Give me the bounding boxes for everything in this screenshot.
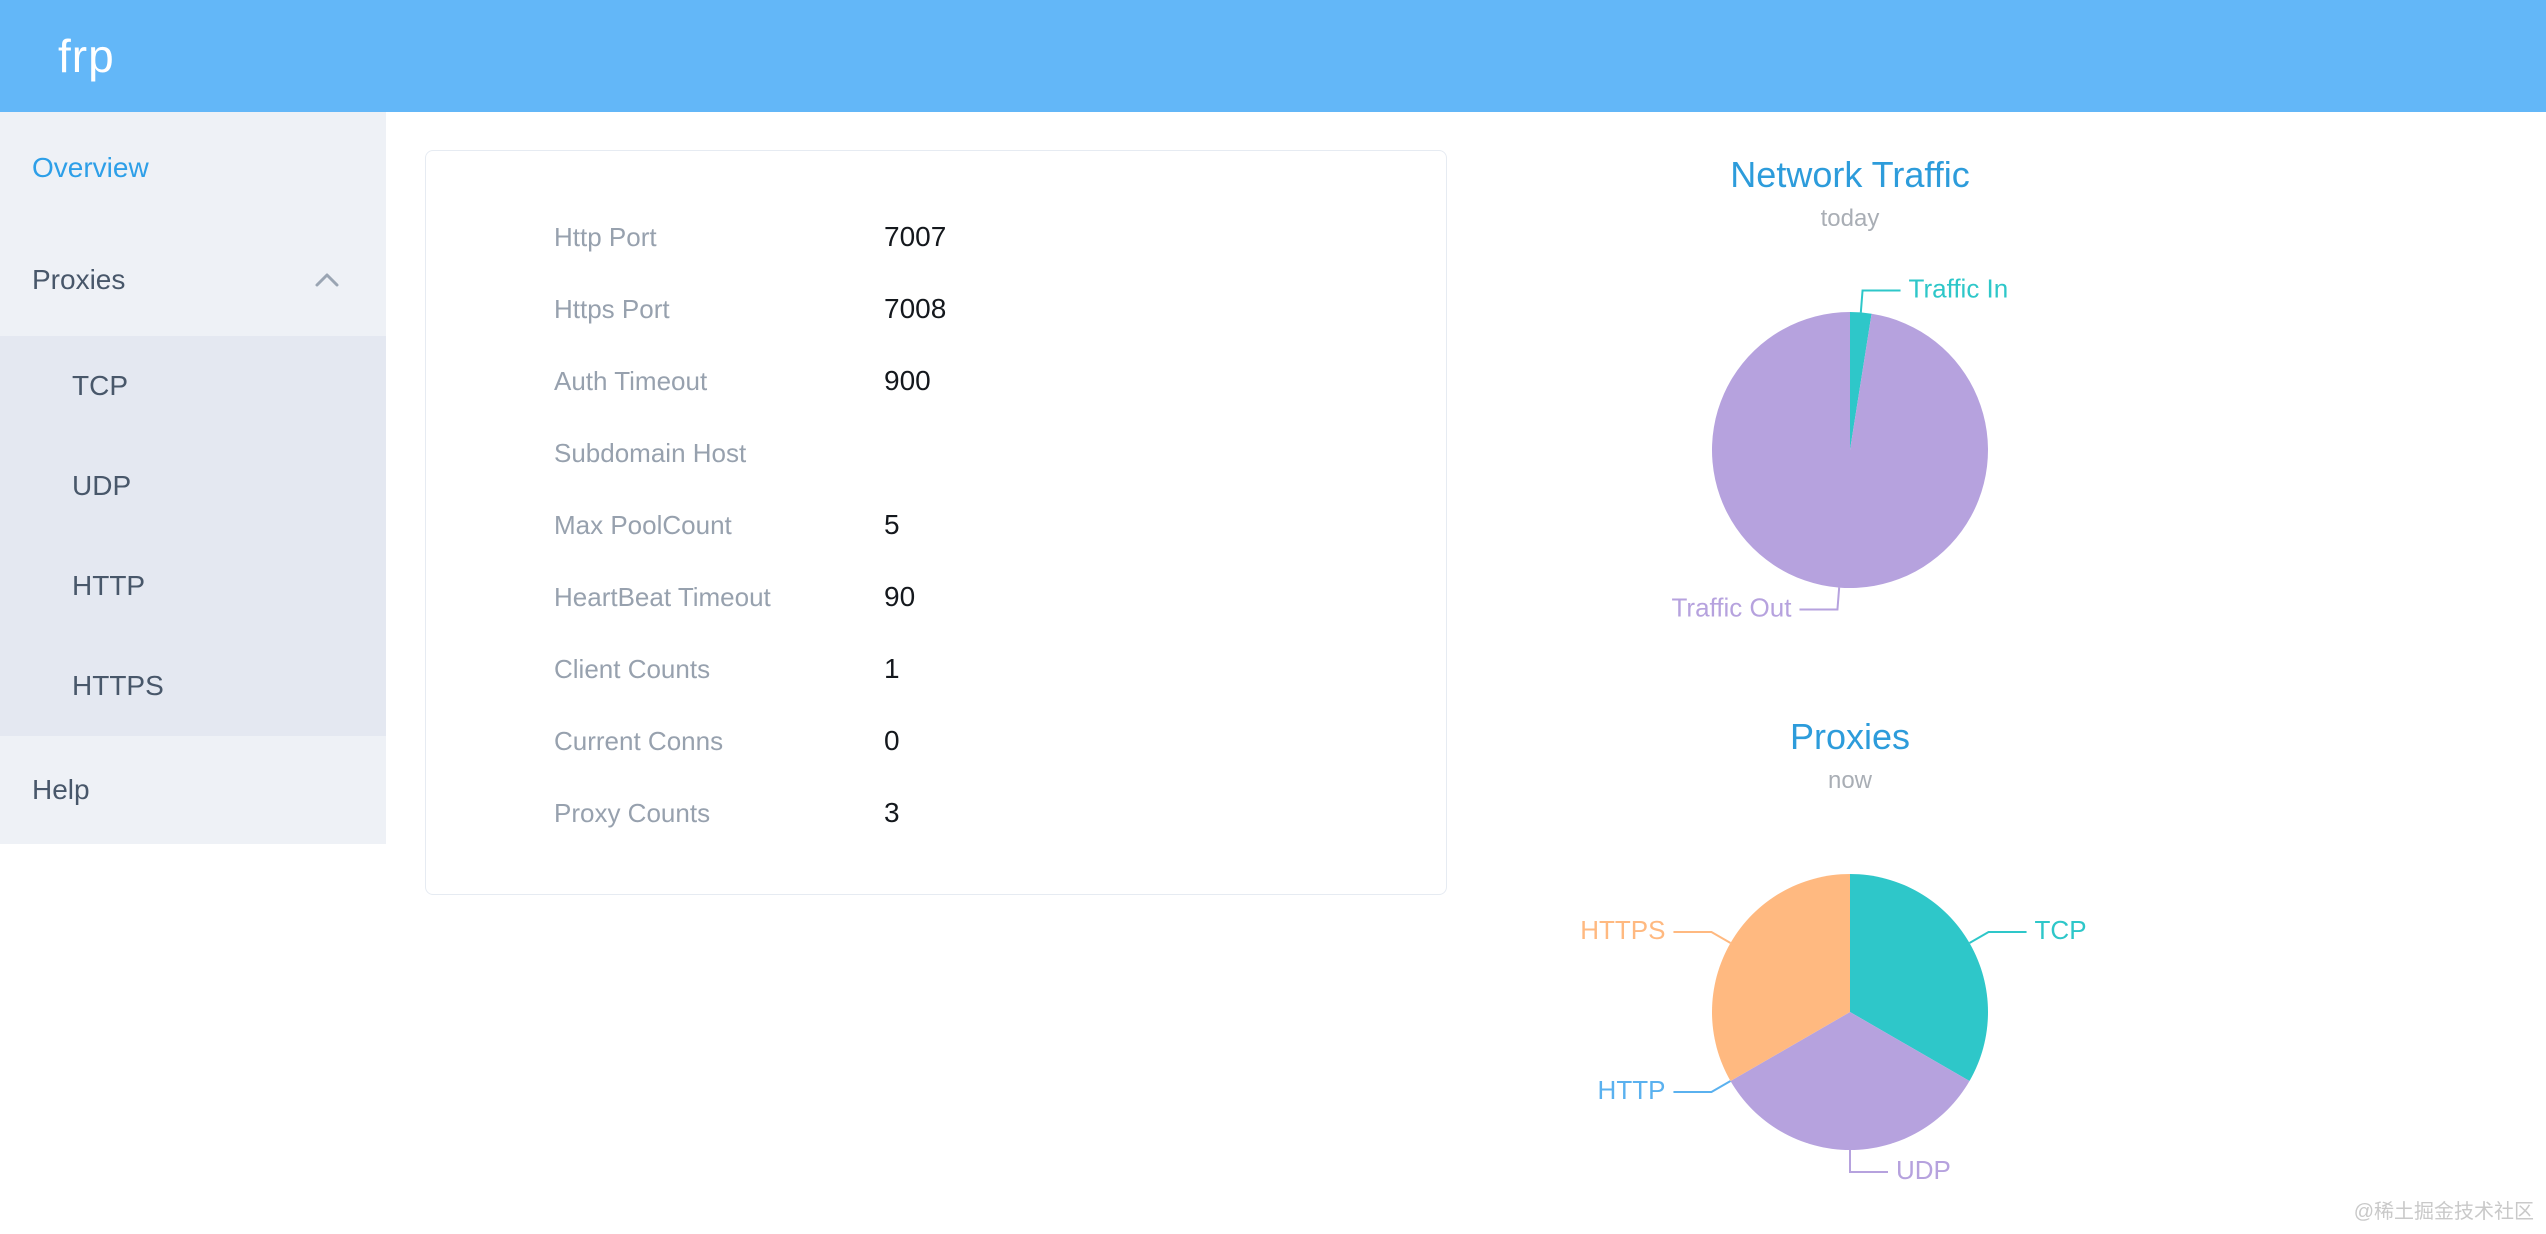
info-row: Current Conns 0 bbox=[426, 705, 1446, 777]
network-traffic-pie: Traffic In Traffic Out bbox=[1672, 273, 2009, 622]
sidebar-item-proxies[interactable]: Proxies bbox=[0, 224, 386, 336]
sidebar: Overview Proxies TCP UDP HTTP HTTPS Help bbox=[0, 112, 386, 844]
info-label: Auth Timeout bbox=[554, 365, 708, 396]
sidebar-item-label: Overview bbox=[32, 152, 149, 183]
sidebar-item-help[interactable]: Help bbox=[0, 736, 386, 844]
info-row: Proxy Counts 3 bbox=[426, 777, 1446, 849]
network-traffic-chart: Network Traffic today Traffic In Traffic … bbox=[1500, 150, 2200, 650]
sidebar-item-label: Help bbox=[32, 774, 90, 805]
proxies-submenu: TCP UDP HTTP HTTPS bbox=[0, 336, 386, 736]
sidebar-item-udp[interactable]: UDP bbox=[0, 436, 386, 536]
info-row: Auth Timeout 900 bbox=[426, 345, 1446, 417]
info-label: Subdomain Host bbox=[554, 437, 747, 468]
info-value: 0 bbox=[884, 725, 900, 756]
chart-title: Proxies bbox=[1789, 716, 1911, 757]
pie-slice-tcp[interactable] bbox=[1850, 874, 1988, 1081]
info-row: HeartBeat Timeout 90 bbox=[426, 561, 1446, 633]
pie-label: Traffic Out bbox=[1672, 592, 1793, 622]
info-value: 3 bbox=[884, 797, 900, 828]
sidebar-item-http[interactable]: HTTP bbox=[0, 536, 386, 636]
pie-slice-traffic-out[interactable] bbox=[1711, 312, 1988, 588]
info-label: Client Counts bbox=[554, 653, 711, 684]
info-value: 900 bbox=[884, 365, 931, 396]
pie-label-line bbox=[1849, 1150, 1888, 1173]
info-value: 7008 bbox=[884, 293, 947, 324]
info-row: Client Counts 1 bbox=[426, 633, 1446, 705]
info-label: Proxy Counts bbox=[554, 797, 711, 828]
sidebar-item-https[interactable]: HTTPS bbox=[0, 636, 386, 736]
watermark: @稀土掘金技术社区 bbox=[2353, 1201, 2534, 1223]
pie-slice-https[interactable] bbox=[1712, 874, 1850, 1081]
info-label: HeartBeat Timeout bbox=[554, 581, 771, 612]
info-row: Http Port 7007 bbox=[426, 201, 1446, 273]
info-row: Https Port 7008 bbox=[426, 273, 1446, 345]
proxies-chart: Proxies now TCP UDP HTTP HTTPS bbox=[1500, 712, 2200, 1212]
info-value: 5 bbox=[884, 509, 900, 540]
info-value: 1 bbox=[884, 653, 900, 684]
chart-subtitle: now bbox=[1827, 767, 1873, 794]
chart-subtitle: today bbox=[1820, 205, 1880, 232]
info-value: 90 bbox=[884, 581, 916, 612]
pie-label: UDP bbox=[1896, 1155, 1951, 1185]
server-info-card: Http Port 7007 Https Port 7008 Auth Time… bbox=[425, 150, 1447, 895]
pie-label: HTTPS bbox=[1580, 915, 1665, 945]
pie-label: HTTP bbox=[1598, 1075, 1666, 1105]
sidebar-item-label: TCP bbox=[72, 370, 128, 401]
pie-label: Traffic In bbox=[1909, 273, 2009, 303]
sidebar-item-label: UDP bbox=[72, 470, 132, 501]
chart-title: Network Traffic bbox=[1730, 154, 1970, 195]
pie-label: TCP bbox=[2035, 915, 2087, 945]
info-label: Http Port bbox=[554, 221, 657, 252]
pie-label-line bbox=[1799, 587, 1841, 611]
sidebar-item-tcp[interactable]: TCP bbox=[0, 336, 386, 436]
info-row: Subdomain Host bbox=[426, 417, 1446, 489]
pie-label-line bbox=[1673, 1080, 1731, 1093]
pie-label-line bbox=[1969, 931, 2027, 944]
sidebar-item-label: HTTP bbox=[72, 570, 146, 601]
frp-logo[interactable]: frp bbox=[58, 30, 115, 82]
pie-slice-udp[interactable] bbox=[1730, 1012, 1970, 1150]
info-label: Https Port bbox=[554, 293, 670, 324]
pie-slice-traffic-in[interactable] bbox=[1850, 312, 1872, 450]
sidebar-item-label: Proxies bbox=[32, 264, 126, 295]
sidebar-item-overview[interactable]: Overview bbox=[0, 112, 386, 224]
info-row: Max PoolCount 5 bbox=[426, 489, 1446, 561]
chevron-up-icon bbox=[312, 270, 342, 290]
proxies-pie: TCP UDP HTTP HTTPS bbox=[1580, 874, 2087, 1185]
info-value: 7007 bbox=[884, 221, 947, 252]
pie-label-line bbox=[1673, 931, 1731, 944]
info-label: Max PoolCount bbox=[554, 509, 732, 540]
sidebar-item-label: HTTPS bbox=[72, 670, 164, 701]
app-header: frp bbox=[0, 0, 2546, 112]
info-label: Current Conns bbox=[554, 725, 724, 756]
pie-label-line bbox=[1859, 289, 1901, 313]
